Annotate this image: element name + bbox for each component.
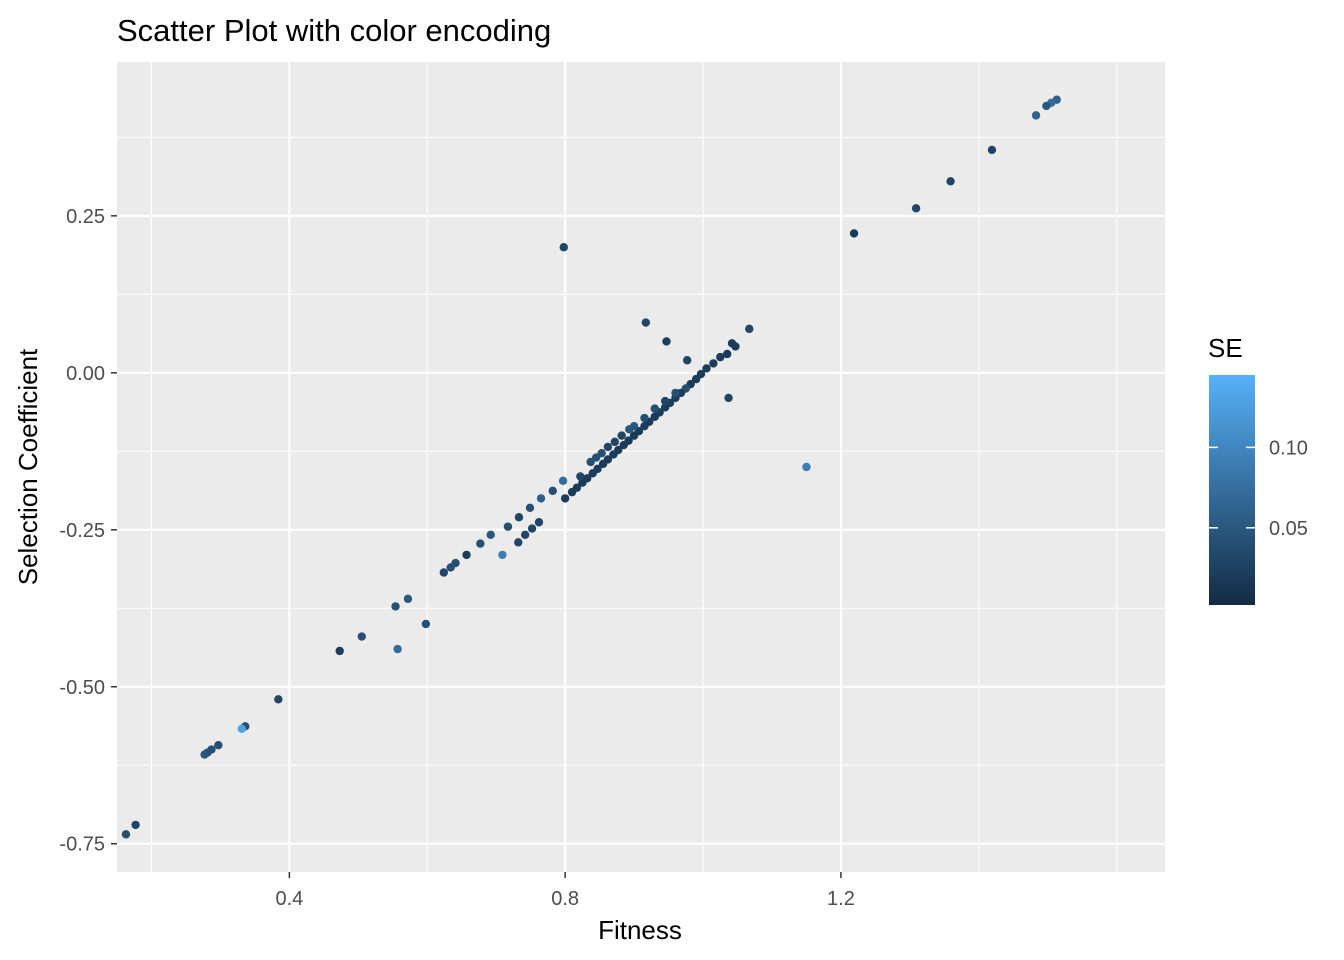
data-point <box>439 568 449 577</box>
data-point <box>745 324 754 334</box>
data-point <box>421 619 431 629</box>
data-point <box>598 459 608 469</box>
x-tick-label: 0.4 <box>275 888 303 910</box>
legend-colorbar <box>1209 375 1255 605</box>
data-point <box>625 425 634 434</box>
data-point <box>335 646 344 656</box>
data-point <box>131 820 140 830</box>
data-point <box>660 396 670 406</box>
color-legend: SE 0.05 0.10 <box>1208 333 1308 605</box>
data-point <box>650 404 659 413</box>
data-point <box>121 830 131 839</box>
data-point <box>498 550 507 560</box>
data-point <box>534 518 544 527</box>
data-point <box>503 522 513 531</box>
chart-title: Scatter Plot with color encoding <box>117 13 551 48</box>
data-point <box>650 412 659 421</box>
data-point <box>691 374 701 384</box>
x-tick-label: 0.8 <box>551 888 579 910</box>
y-tick-label: -0.75 <box>59 834 105 856</box>
data-point <box>1031 111 1041 120</box>
data-point <box>536 494 546 503</box>
data-point <box>520 530 530 540</box>
data-point <box>560 494 570 503</box>
data-point <box>576 472 585 481</box>
data-point <box>527 524 537 533</box>
data-point <box>609 450 618 459</box>
data-point <box>486 530 495 540</box>
y-axis-title: Selection Coefficient <box>13 348 43 585</box>
data-point <box>274 695 283 704</box>
data-point <box>403 594 413 604</box>
data-point <box>682 356 692 365</box>
data-point <box>640 421 649 431</box>
data-point <box>214 740 223 750</box>
data-point <box>567 487 577 497</box>
data-point <box>391 602 400 611</box>
data-point <box>716 352 725 362</box>
data-points <box>121 95 1061 839</box>
legend-title: SE <box>1208 333 1243 363</box>
data-point <box>514 538 523 547</box>
data-point <box>946 177 955 186</box>
data-point <box>514 513 524 522</box>
data-point <box>525 503 535 513</box>
legend-break-label: 0.10 <box>1269 437 1308 459</box>
y-tick-labels: 0.25 0.00 -0.25 -0.50 -0.75 <box>59 206 105 856</box>
y-tick-label: -0.50 <box>59 677 105 699</box>
data-point <box>558 476 568 486</box>
data-point <box>393 644 402 654</box>
data-point <box>586 457 595 467</box>
data-point <box>640 413 649 423</box>
x-axis-title: Fitness <box>598 915 682 945</box>
legend-breaks: 0.05 0.10 <box>1209 437 1308 540</box>
data-point <box>987 145 997 155</box>
data-point <box>610 437 619 447</box>
data-point <box>548 486 557 496</box>
data-point <box>446 563 455 572</box>
data-point <box>629 431 639 440</box>
data-point <box>603 442 613 452</box>
data-point <box>619 440 628 450</box>
data-point <box>476 539 485 548</box>
data-point <box>357 632 366 641</box>
data-point <box>709 359 718 368</box>
x-tick-labels: 0.4 0.8 1.2 <box>275 888 854 910</box>
y-tick-label: 0.25 <box>66 206 105 228</box>
data-point <box>802 462 811 472</box>
plot-panel <box>117 62 1165 872</box>
data-point <box>911 204 921 213</box>
data-point <box>641 318 651 327</box>
data-point <box>662 337 671 346</box>
data-point <box>702 364 711 373</box>
y-tick-label: -0.25 <box>59 520 105 542</box>
axis-ticks <box>111 215 842 878</box>
data-point <box>660 403 670 412</box>
y-tick-label: 0.00 <box>66 363 105 385</box>
data-point <box>200 750 209 759</box>
data-point <box>671 388 680 398</box>
data-point <box>722 349 732 359</box>
data-point <box>559 243 568 252</box>
data-point <box>731 342 740 351</box>
data-point <box>1042 101 1051 111</box>
data-point <box>237 724 246 734</box>
data-point <box>462 550 471 560</box>
data-point <box>588 469 597 478</box>
data-point <box>849 229 859 238</box>
x-tick-label: 1.2 <box>827 888 855 910</box>
data-point <box>724 393 733 403</box>
grid-major <box>117 62 1165 872</box>
grid-minor <box>117 62 1165 872</box>
legend-break-label: 0.05 <box>1269 518 1308 540</box>
data-point <box>617 431 626 440</box>
